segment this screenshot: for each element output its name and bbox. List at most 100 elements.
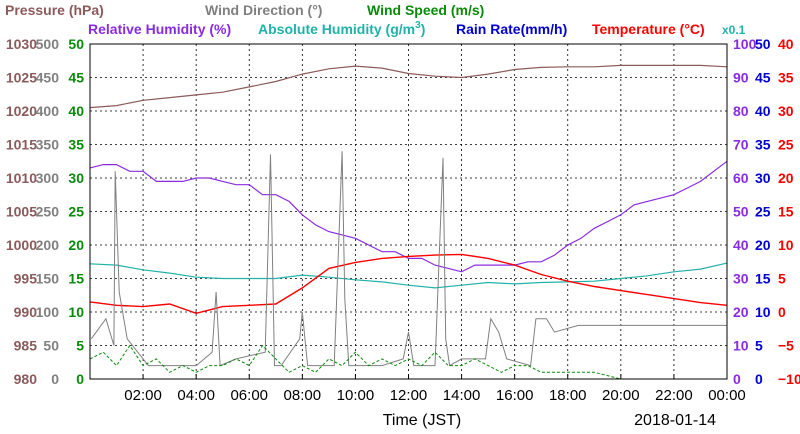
rel-hum-tick-label: 20 — [733, 304, 749, 320]
temp-tick-label: 10 — [778, 237, 794, 253]
x-tick-label: 22:00 — [655, 387, 693, 404]
wind-dir-tick-label: 400 — [36, 103, 60, 119]
wind-dir-tick-label: 450 — [36, 70, 60, 86]
wind-dir-tick-label: 50 — [43, 338, 59, 354]
x-tick-label: 16:00 — [496, 387, 534, 404]
x-tick-label: 12:00 — [390, 387, 428, 404]
rel-hum-tick-label: 60 — [733, 170, 749, 186]
rel-hum-tick-label: 40 — [733, 237, 749, 253]
pressure-tick-label: 990 — [14, 304, 38, 320]
x-tick-label: 10:00 — [337, 387, 375, 404]
pressure-tick-label: 985 — [14, 338, 38, 354]
wind-speed-tick-label: 45 — [68, 70, 84, 86]
wind-speed-tick-label: 15 — [68, 271, 84, 287]
temp-tick-label: 0 — [778, 304, 786, 320]
legend-absolute-humidity-text: Absolute Humidity (g/m — [258, 21, 415, 37]
temp-tick-label: 15 — [778, 204, 794, 220]
legend-wind-direction: Wind Direction (°) — [205, 2, 322, 18]
x-tick-label: 04:00 — [177, 387, 215, 404]
x-axis-label: Time (JST) — [383, 412, 462, 429]
series-wind-speed — [89, 344, 727, 380]
wind-speed-tick-label: 20 — [68, 237, 84, 253]
rel-hum-tick-label: 70 — [733, 137, 749, 153]
x-tick-label: 14:00 — [443, 387, 481, 404]
legend-temperature: Temperature (°C) — [592, 21, 705, 37]
x-tick-label: 00:00 — [708, 387, 746, 404]
legend-absolute-humidity-close: ) — [421, 21, 426, 37]
rain-tick-label: 15 — [755, 271, 771, 287]
legend-rain-rate: Rain Rate(mm/h) — [456, 21, 567, 37]
wind-speed-tick-label: 30 — [68, 170, 84, 186]
pressure-tick-label: 980 — [14, 371, 38, 387]
series-abs-hum — [89, 262, 728, 289]
rel-hum-tick-label: 100 — [733, 36, 757, 52]
temp-tick-label: 20 — [778, 170, 794, 186]
temp-tick-label: 30 — [778, 103, 794, 119]
wind-speed-tick-label: 35 — [68, 137, 84, 153]
rain-tick-label: 5 — [755, 338, 763, 354]
series-layer — [89, 64, 728, 380]
pressure-tick-label: 995 — [14, 271, 38, 287]
rel-hum-tick-label: 50 — [733, 204, 749, 220]
pressure-tick-label: 1020 — [6, 103, 37, 119]
series-temp — [89, 253, 728, 315]
wind-dir-tick-label: 0 — [51, 371, 59, 387]
series-pressure — [89, 64, 728, 109]
rain-tick-label: 10 — [755, 304, 771, 320]
rain-tick-label: 40 — [755, 103, 771, 119]
rain-tick-label: 35 — [755, 137, 771, 153]
temp-tick-label: 25 — [778, 137, 794, 153]
wind-dir-tick-label: 300 — [36, 170, 60, 186]
pressure-tick-label: 1005 — [6, 204, 37, 220]
rel-hum-tick-label: 90 — [733, 70, 749, 86]
wind-dir-tick-label: 350 — [36, 137, 60, 153]
wind-speed-tick-label: 40 — [68, 103, 84, 119]
x-tick-label: 18:00 — [549, 387, 587, 404]
rain-tick-label: 45 — [755, 70, 771, 86]
temp-tick-label: 35 — [778, 70, 794, 86]
x-tick-label: 02:00 — [124, 387, 162, 404]
rain-tick-label: 0 — [755, 371, 763, 387]
rel-hum-tick-label: 10 — [733, 338, 749, 354]
legend: Pressure (hPa) Wind Direction (°) Wind S… — [5, 2, 746, 37]
rel-hum-tick-label: 0 — [733, 371, 741, 387]
legend-pressure: Pressure (hPa) — [5, 2, 104, 18]
wind-speed-tick-label: 5 — [76, 338, 84, 354]
wind-speed-tick-label: 10 — [68, 304, 84, 320]
pressure-tick-label: 1030 — [6, 36, 37, 52]
rain-scale-label: x0.1 — [722, 23, 746, 37]
pressure-tick-label: 1015 — [6, 137, 37, 153]
pressure-tick-label: 1025 — [6, 70, 37, 86]
wind-dir-tick-label: 150 — [36, 271, 60, 287]
x-tick-label: 20:00 — [602, 387, 640, 404]
wind-dir-tick-label: 250 — [36, 204, 60, 220]
rain-tick-label: 50 — [755, 36, 771, 52]
grid — [90, 44, 727, 379]
rel-hum-tick-label: 30 — [733, 271, 749, 287]
temp-tick-label: 40 — [778, 36, 794, 52]
rain-tick-label: 20 — [755, 237, 771, 253]
x-tick-label: 06:00 — [230, 387, 268, 404]
wind-dir-tick-label: 500 — [36, 36, 60, 52]
wind-dir-tick-label: 200 — [36, 237, 60, 253]
x-tick-label: 08:00 — [284, 387, 322, 404]
wind-speed-tick-label: 25 — [68, 204, 84, 220]
wind-dir-tick-label: 100 — [36, 304, 60, 320]
series-wind-dir — [90, 151, 727, 367]
temp-tick-label: 5 — [778, 271, 786, 287]
legend-absolute-humidity: Absolute Humidity (g/m3) — [258, 20, 425, 37]
series-rel-hum — [89, 160, 728, 273]
wind-speed-tick-label: 50 — [68, 36, 84, 52]
legend-wind-speed: Wind Speed (m/s) — [367, 2, 484, 18]
legend-absolute-humidity-sup: 3 — [415, 20, 421, 31]
legend-relative-humidity: Relative Humidity (%) — [88, 21, 231, 37]
rain-tick-label: 25 — [755, 204, 771, 220]
rel-hum-tick-label: 80 — [733, 103, 749, 119]
pressure-tick-label: 1000 — [6, 237, 37, 253]
temp-tick-label: −10 — [778, 371, 800, 387]
pressure-tick-label: 1010 — [6, 170, 37, 186]
date-label: 2018-01-14 — [634, 412, 716, 429]
rain-tick-label: 30 — [755, 170, 771, 186]
temp-tick-label: −5 — [778, 338, 794, 354]
